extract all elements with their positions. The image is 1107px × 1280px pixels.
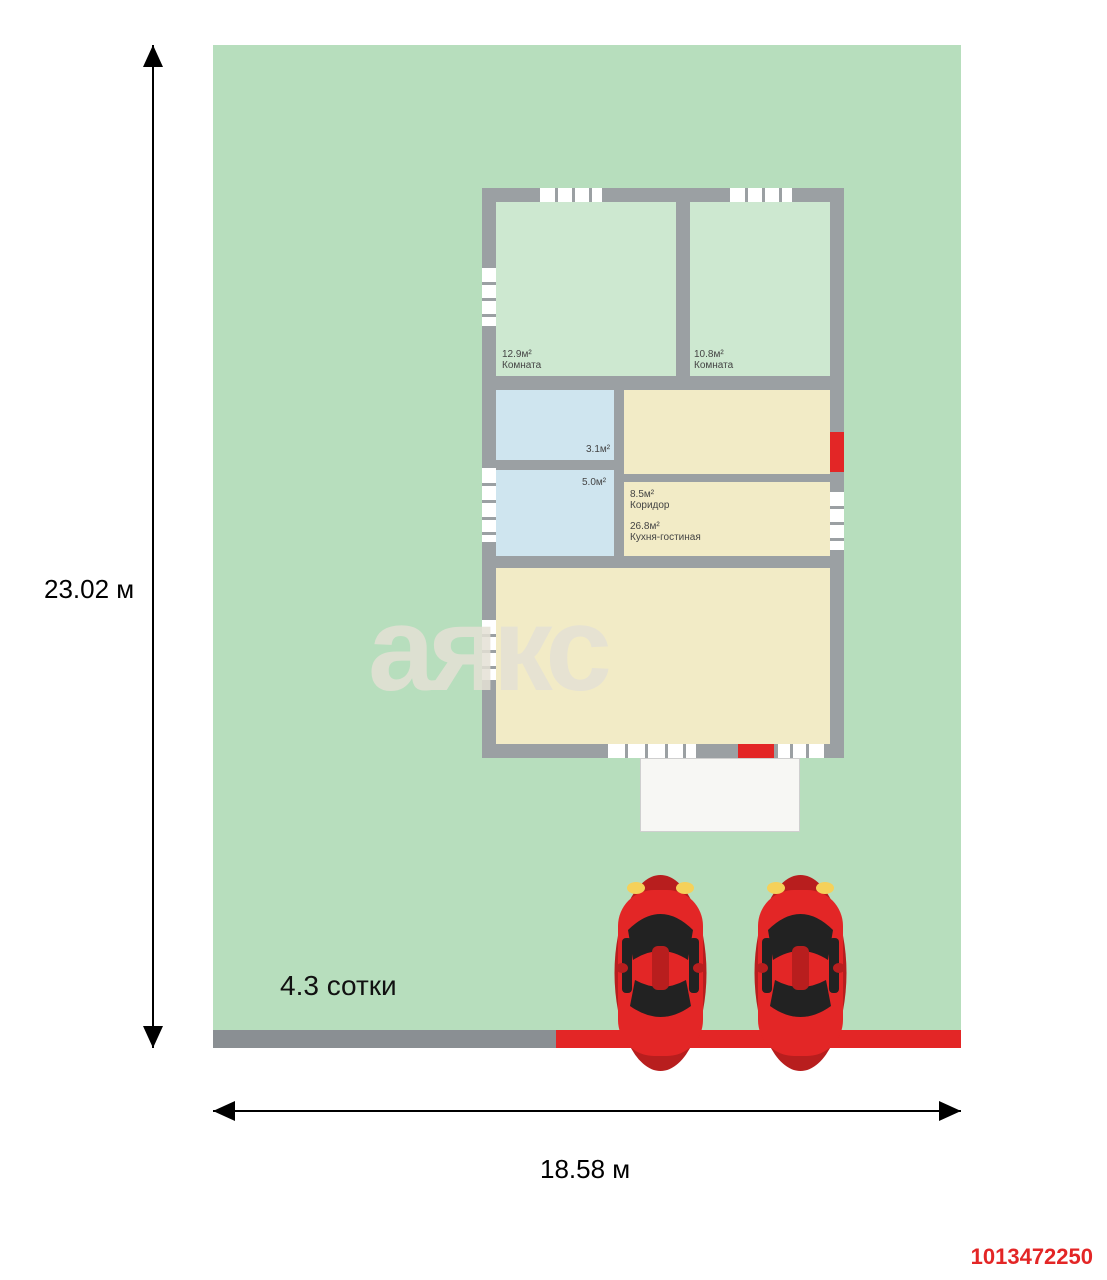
label-name: Коридор	[630, 501, 670, 512]
label-koridor: 8.5м² Коридор	[630, 490, 670, 511]
dim-h-arrow-left	[213, 1101, 235, 1121]
dim-v-label: 23.02 м	[38, 570, 140, 609]
site-plan: 12.9м² Комната 10.8м² Комната 3.1м² 5.0м…	[0, 0, 1107, 1280]
dim-h-line	[213, 1110, 961, 1112]
label-name: Кухня-гостиная	[630, 533, 701, 544]
label-area: 26.8м²	[630, 522, 701, 533]
label-area: 12.9м²	[502, 350, 541, 361]
label-name: Комната	[694, 361, 733, 372]
label-name: Комната	[502, 361, 541, 372]
door-right	[830, 432, 844, 472]
wall-bedroom-divider	[676, 188, 690, 386]
wall-bath-mid	[492, 460, 620, 470]
label-area: 5.0м²	[582, 478, 606, 489]
wall-koridor-divider	[624, 474, 844, 482]
wall-bath-right	[614, 376, 624, 566]
label-kitchen: 26.8м² Кухня-гостиная	[630, 522, 701, 543]
label-area: 3.1м²	[586, 445, 610, 456]
dim-h-label: 18.58 м	[540, 1154, 630, 1185]
car-2	[748, 868, 853, 1078]
window-right-1	[830, 492, 844, 550]
window-top-1	[540, 188, 602, 202]
label-area: 10.8м²	[694, 350, 733, 361]
window-left-1	[482, 268, 496, 326]
window-top-2	[730, 188, 792, 202]
label-komnata2: 10.8м² Комната	[694, 350, 733, 371]
label-area: 8.5м²	[630, 490, 670, 501]
dim-h-arrow-right	[939, 1101, 961, 1121]
window-left-2	[482, 468, 496, 542]
wall-under-bedrooms	[482, 376, 844, 390]
porch	[640, 758, 800, 832]
dim-v-arrow-top	[143, 45, 163, 67]
label-bath: 5.0м²	[582, 478, 606, 489]
room-koridor-upper	[624, 390, 830, 474]
lot-area-label: 4.3 сотки	[280, 970, 397, 1002]
label-wc: 3.1м²	[586, 445, 610, 456]
door-front	[738, 744, 774, 758]
wall-cut-kitchen-left	[496, 556, 614, 568]
dim-v-arrow-bottom	[143, 1026, 163, 1048]
id-stamp: 1013472250	[971, 1244, 1093, 1270]
dim-v-line	[152, 45, 154, 1048]
curb-grey	[213, 1030, 556, 1048]
car-1	[608, 868, 713, 1078]
watermark: аякс	[368, 580, 606, 718]
window-bottom-2	[778, 744, 824, 758]
label-komnata1: 12.9м² Комната	[502, 350, 541, 371]
house-wall-right	[830, 188, 844, 758]
